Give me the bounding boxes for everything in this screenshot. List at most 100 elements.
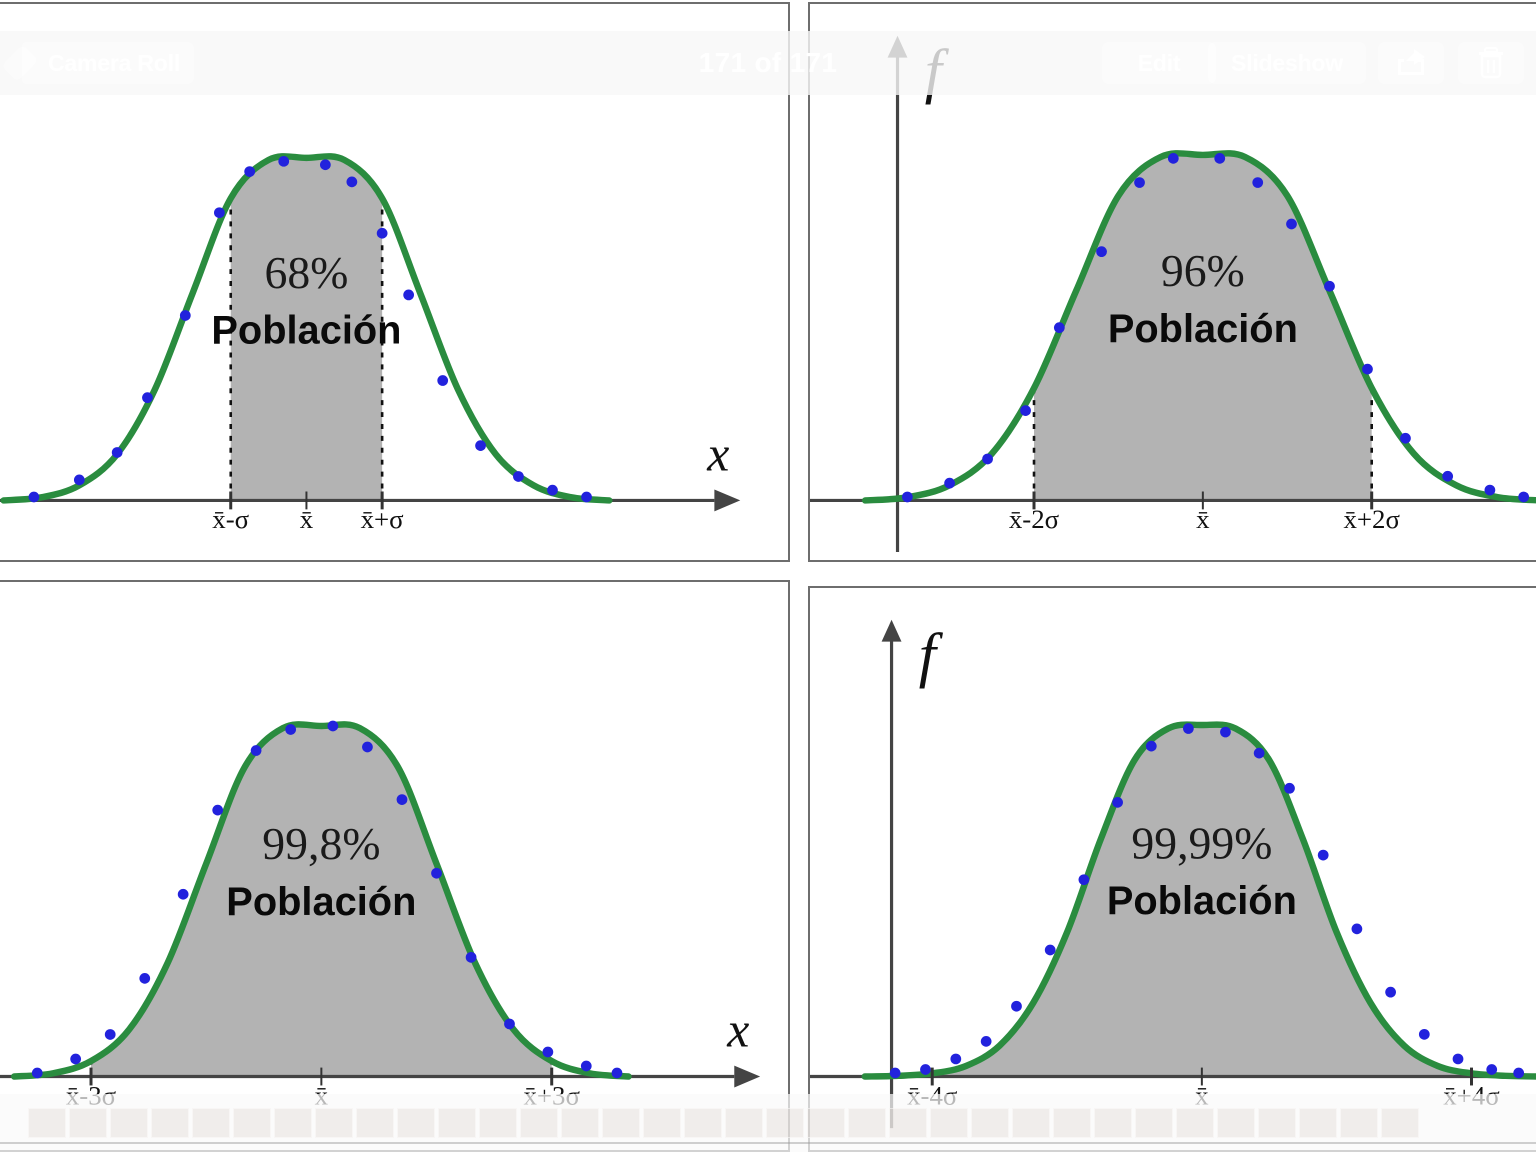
filmstrip-thumbnail[interactable] [848, 1108, 886, 1138]
data-point [1183, 723, 1194, 734]
normal-distribution-curve [861, 721, 1536, 1080]
data-point [28, 491, 40, 503]
data-point [278, 155, 290, 167]
filmstrip-thumbnail[interactable] [602, 1108, 640, 1138]
y-axis-arrowhead [881, 619, 902, 642]
filmstrip-thumbnail[interactable] [1258, 1108, 1296, 1138]
population-label: Población [211, 309, 401, 353]
filmstrip-thumbnail[interactable] [110, 1108, 148, 1138]
percentage-label: 68% [265, 247, 349, 298]
trash-icon [1479, 47, 1503, 79]
data-point [214, 207, 225, 219]
data-point [920, 1064, 931, 1075]
filmstrip-thumbnail[interactable] [438, 1108, 476, 1138]
data-point [1324, 280, 1335, 292]
share-button[interactable] [1378, 42, 1444, 84]
filmstrip-divider [0, 1142, 1536, 1144]
chart-panel-9999: fx̄-4σx̄x̄+4σ99,99%Población [808, 586, 1536, 1152]
filmstrip-thumbnail[interactable] [192, 1108, 230, 1138]
data-point [1252, 177, 1264, 188]
filmstrip-thumbnail[interactable] [69, 1108, 107, 1138]
x-axis-arrowhead [734, 1065, 761, 1088]
filmstrip-thumbnail[interactable] [1381, 1108, 1419, 1138]
x-axis-tick-label: x̄+σ [361, 504, 405, 534]
filmstrip-thumbnail[interactable] [725, 1108, 763, 1138]
data-point [437, 375, 449, 386]
data-point [982, 453, 993, 465]
photo-filmstrip[interactable] [0, 1094, 1536, 1152]
data-point [465, 951, 477, 963]
filmstrip-thumbnail[interactable] [233, 1108, 271, 1138]
x-axis-arrowhead [714, 489, 741, 512]
trash-button[interactable] [1458, 42, 1524, 84]
data-point [70, 1053, 82, 1065]
x-axis-tick-label: x̄ [300, 504, 314, 534]
filmstrip-thumbnail[interactable] [889, 1108, 927, 1138]
data-point [376, 227, 388, 239]
data-point [1484, 484, 1496, 496]
filmstrip-thumbnail[interactable] [971, 1108, 1009, 1138]
filmstrip-thumbnail[interactable] [274, 1108, 312, 1138]
x-axis-label: x [706, 427, 729, 482]
population-label: Población [1108, 307, 1298, 351]
shaded-population-area [1034, 153, 1372, 501]
data-point [1486, 1064, 1498, 1075]
filmstrip-thumbnail[interactable] [397, 1108, 435, 1138]
back-to-camera-roll-button[interactable]: Camera Roll [22, 42, 195, 84]
filmstrip-thumbnail[interactable] [684, 1108, 722, 1138]
filmstrip-thumbnail[interactable] [1012, 1108, 1050, 1138]
data-point [944, 477, 955, 489]
data-point [889, 1067, 901, 1079]
shaded-population-area [230, 156, 383, 501]
data-point [1145, 740, 1157, 752]
filmstrip-thumbnail[interactable] [520, 1108, 558, 1138]
filmstrip-thumbnail[interactable] [1094, 1108, 1132, 1138]
filmstrip-thumbnail[interactable] [561, 1108, 599, 1138]
data-point [1284, 782, 1295, 794]
filmstrip-thumbnail[interactable] [28, 1108, 66, 1138]
filmstrip-thumbnail[interactable] [766, 1108, 804, 1138]
filmstrip-thumbnail[interactable] [930, 1108, 968, 1138]
data-point [980, 1036, 992, 1047]
filmstrip-thumbnail[interactable] [479, 1108, 517, 1138]
data-point [1078, 874, 1090, 886]
data-point [244, 166, 256, 177]
data-point [1134, 177, 1145, 188]
filmstrip-thumbnail[interactable] [1135, 1108, 1173, 1138]
filmstrip-thumbnail[interactable] [807, 1108, 845, 1138]
data-point [1518, 491, 1530, 503]
filmstrip-thumbnail[interactable] [1299, 1108, 1337, 1138]
normal-curve-chart-68: x x̄-σ x̄ x̄+σ 68% Población [0, 153, 741, 534]
back-button-label: Camera Roll [48, 49, 181, 76]
data-point [396, 794, 408, 805]
population-label: Población [1107, 879, 1297, 923]
data-point [902, 491, 913, 503]
data-point [212, 804, 224, 816]
data-point [142, 392, 153, 404]
filmstrip-thumbnail[interactable] [1340, 1108, 1378, 1138]
filmstrip-thumbnail[interactable] [1176, 1108, 1214, 1138]
data-point [1096, 246, 1107, 258]
data-point [475, 440, 486, 451]
filmstrip-thumbnail[interactable] [356, 1108, 394, 1138]
filmstrip-thumbnail[interactable] [1053, 1108, 1091, 1138]
filmstrip-thumbnail[interactable] [1217, 1108, 1255, 1138]
data-point [581, 491, 592, 503]
filmstrip-thumbnail[interactable] [151, 1108, 189, 1138]
filmstrip-thumbnail[interactable] [643, 1108, 681, 1138]
data-point [1362, 363, 1373, 375]
data-point [1112, 796, 1123, 808]
x-axis-tick-label: x̄-2σ [1009, 504, 1060, 534]
edit-button[interactable]: Edit [1102, 42, 1216, 84]
data-point [327, 720, 339, 732]
x-axis-tick-label: x̄+2σ [1343, 504, 1400, 534]
normal-distribution-curve [10, 721, 632, 1080]
chart-panel-68: x x̄-σ x̄ x̄+σ 68% Población [0, 2, 790, 562]
filmstrip-thumbnail[interactable] [315, 1108, 353, 1138]
slideshow-button[interactable]: Slideshow [1208, 42, 1366, 84]
data-point [1044, 944, 1056, 956]
data-point [31, 1067, 43, 1079]
data-point [104, 1029, 116, 1040]
